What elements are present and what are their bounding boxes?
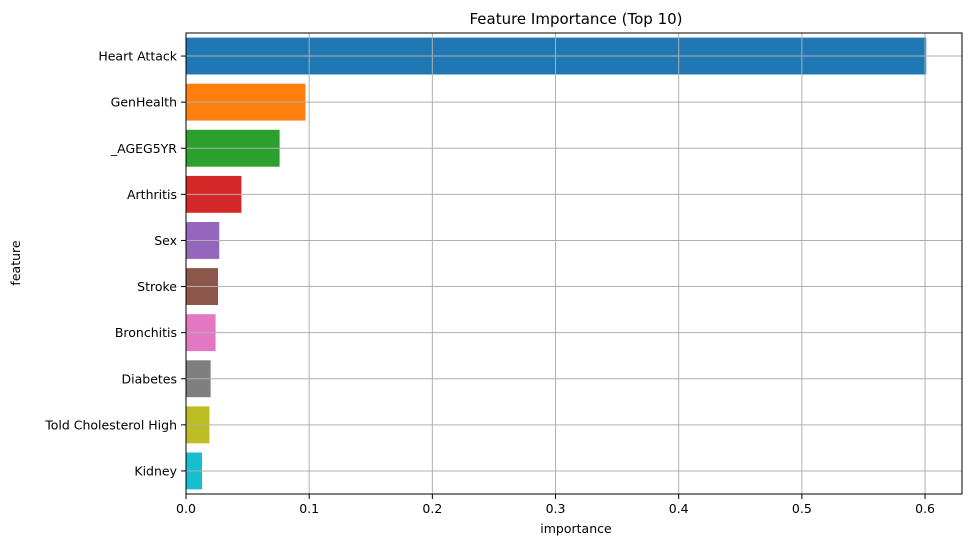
y-tick-label: Diabetes	[122, 371, 178, 386]
x-tick-label: 0.2	[422, 501, 442, 516]
x-tick-label: 0.5	[792, 501, 812, 516]
x-tick-label: 0.4	[669, 501, 689, 516]
x-tick-label: 0.1	[299, 501, 319, 516]
x-tick-label: 0.0	[176, 501, 196, 516]
y-tick-label: Told Cholesterol High	[44, 417, 177, 432]
y-axis-label: feature	[8, 240, 23, 285]
y-tick-label: Bronchitis	[115, 325, 177, 340]
y-tick-label: Heart Attack	[98, 49, 177, 64]
plot-area: 0.0 0.1 0.2 0.3 0.4 0.5 0.6 Heart Attack GenHeal…	[44, 32, 963, 516]
y-tick-label: GenHealth	[111, 95, 177, 110]
y-tick-label: Stroke	[137, 279, 177, 294]
y-tick-label: Kidney	[134, 463, 177, 478]
axes-frame	[185, 32, 963, 495]
x-tick-label: 0.3	[546, 501, 566, 516]
x-tick-label: 0.6	[915, 501, 935, 516]
chart-title: Feature Importance (Top 10)	[469, 10, 682, 28]
x-axis-label: importance	[540, 521, 612, 536]
y-tick-label: _AGEG5YR	[110, 141, 177, 156]
y-tick-label: Arthritis	[127, 187, 177, 202]
y-tick-label: Sex	[154, 233, 177, 248]
